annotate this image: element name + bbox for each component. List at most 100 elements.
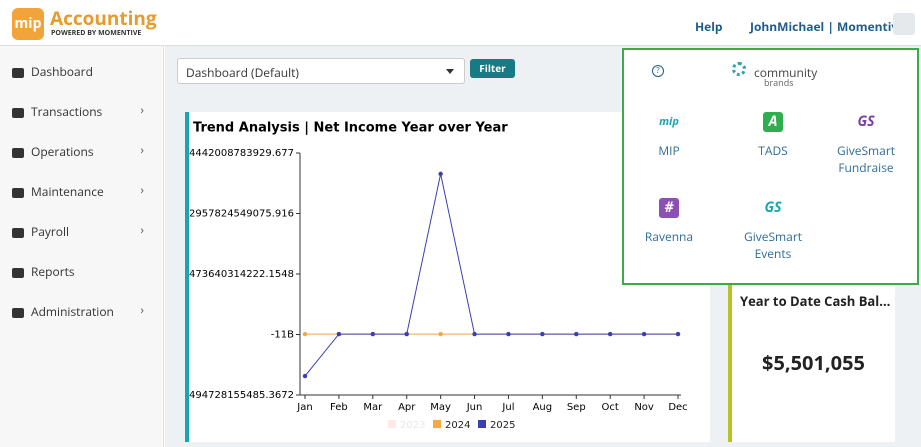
legend-swatch [433,420,441,428]
point [302,373,308,379]
app-label: Ravenna [644,228,694,245]
app-tile[interactable]: A TADS [728,112,818,159]
app-switcher: ? community brands mip MIP A TADS GS GiveSmar… [622,48,919,285]
nav-icon [12,227,24,238]
tagline: POWERED BY MOMENTIVE [51,29,142,38]
nav-item[interactable]: Payroll › [12,221,152,243]
brand: community [754,64,818,81]
brand-icon [732,62,746,76]
y-tick-label: 2957824549075.916 [189,209,294,220]
nav-label: Transactions [31,103,103,120]
chevron: › [140,141,144,158]
point [302,331,308,337]
app-tile[interactable]: # Ravenna [624,198,714,245]
nav-item[interactable]: Operations › [12,141,152,163]
app-label: GiveSmart Fundraise [836,142,896,176]
chart-title: Trend Analysis | Net Income Year over Ye… [193,121,508,136]
point [506,331,511,337]
nav-label: Reports [31,263,75,280]
point [438,331,443,337]
point [675,331,681,337]
point [472,331,477,337]
nav-icon [12,147,24,158]
x-tick-label: Dec [668,402,687,413]
series-line [304,173,678,377]
y-tick-label: 1494728155485.3672 [189,390,294,401]
x-tick-label: Oct [602,402,619,413]
app-icon: # [659,198,679,218]
nav-label: Maintenance [31,183,104,200]
legend-label: 2023 [400,420,425,431]
app-tile[interactable]: GS GiveSmart Fundraise [818,112,914,176]
y-tick-label: 1473640314222.1548 [189,269,294,280]
nav-item[interactable]: Maintenance › [12,181,152,203]
point [641,331,647,337]
nav-label: Administration [31,303,114,320]
nav-label: Operations [31,143,94,160]
dashboard-select[interactable]: Dashboard (Default) [177,58,465,84]
nav-icon [12,67,24,78]
filter-button[interactable]: Filter [470,59,515,78]
nav-label: Dashboard [31,63,93,80]
point [336,331,342,337]
app-label: GiveSmart Events [743,228,803,262]
point [404,331,409,337]
chevron: › [140,101,144,118]
logo[interactable]: mip [12,8,44,40]
card-title: Year to Date Cash Balance [740,292,895,310]
nav-item[interactable]: Transactions › [12,101,152,123]
chart: Trend Analysis | Net Income Year over Ye… [183,121,688,432]
y-tick-label: 4442008783929.677 [189,148,294,159]
x-tick-label: Nov [634,402,654,413]
point [438,171,443,177]
app-icon: A [763,112,783,132]
app-tile[interactable]: GS GiveSmart Events [728,198,818,262]
y-tick-label: -11B [271,330,294,341]
nav-item[interactable]: Reports [12,263,152,283]
cash-card: Year to Date Cash Balance $5,501,055 [728,285,895,442]
app-tile[interactable]: mip MIP [624,112,714,159]
x-tick-label: Apr [398,402,416,413]
x-tick-label: Aug [533,402,553,413]
card-value: $5,501,055 [762,349,865,376]
x-tick-label: Jan [296,402,312,413]
nav-icon [12,107,24,118]
point [540,331,545,337]
legend-swatch [478,420,486,428]
chevron: › [140,221,144,238]
app-label: TADS [758,142,788,159]
help-link[interactable]: Help [695,18,723,35]
x-tick-label: May [430,402,451,413]
brand-sub: brands [764,76,794,89]
chevron: › [140,301,144,318]
help-icon[interactable]: ? [652,65,664,77]
x-tick-label: Jul [501,402,514,413]
apps-button[interactable] [893,13,915,35]
app-name: Accounting [50,5,157,31]
nav-icon [12,267,24,278]
sidebar: Dashboard Transactions › Operations › Mainten… [0,46,164,447]
legend-label: 2025 [490,420,515,431]
x-tick-label: Mar [363,402,383,413]
x-tick-label: Feb [330,402,348,413]
app-label: MIP [658,142,680,159]
point [370,331,376,337]
legend-label: 2024 [445,420,470,431]
nav-label: Payroll [31,223,70,240]
app-icon: mip [649,112,689,132]
point [574,331,579,337]
chevron: › [140,181,144,198]
nav-icon [12,307,24,318]
nav-item[interactable]: Dashboard [12,63,152,83]
header: mip Accounting POWERED BY MOMENTIVE Help… [0,0,921,46]
x-tick-label: Sep [567,402,586,413]
nav-icon [12,187,24,198]
point [607,331,613,337]
x-tick-label: Jun [466,402,483,413]
user-menu[interactable]: JohnMichael | Momentive [750,18,906,35]
nav-item[interactable]: Administration › [12,301,152,323]
legend-swatch [388,420,396,428]
app-icon: GS [763,198,783,218]
app-icon: GS [856,112,876,132]
